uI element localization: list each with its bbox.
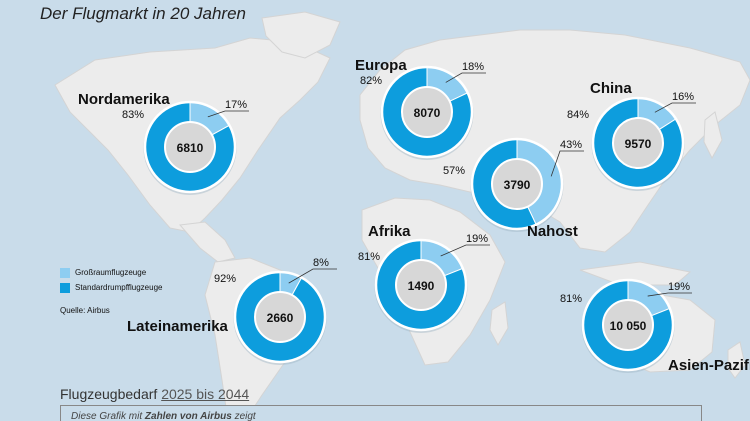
source-note: Quelle: Airbus <box>60 306 110 315</box>
widebody-pct-lateinamerika: 8% <box>313 257 329 269</box>
leader-line-widebody-nahost <box>550 150 584 177</box>
footer-box: Diese Grafik mit Zahlen von Airbus zeigt <box>60 405 702 421</box>
donut-rim-china <box>591 96 685 190</box>
legend-swatch-narrowbody <box>60 282 70 293</box>
footer-note: Diese Grafik mit Zahlen von Airbus zeigt <box>71 411 256 421</box>
leader-line-widebody-china <box>654 102 696 113</box>
donut-rim-europa <box>380 65 474 159</box>
footer-note-emphasis: Zahlen von Airbus <box>144 411 232 421</box>
leader-line-widebody-asien-pazifik <box>647 292 692 297</box>
donut-center-nahost <box>491 158 543 210</box>
legend-item-widebody: Großraumflugzeuge <box>60 265 162 280</box>
widebody-pct-europa: 18% <box>462 61 484 73</box>
total-label-china: 9570 <box>625 137 652 151</box>
widebody-pct-nahost: 43% <box>560 139 582 151</box>
footer-note-start: Diese Grafik mit <box>71 411 143 421</box>
region-label-nordamerika: Nordamerika <box>78 91 170 108</box>
donut-center-lateinamerika <box>254 291 306 343</box>
narrowbody-pct-afrika: 81% <box>358 251 380 263</box>
donut-rim-lateinamerika <box>233 270 327 364</box>
narrowbody-pct-china: 84% <box>567 109 589 121</box>
region-label-nahost: Nahost <box>527 223 578 240</box>
widebody-pct-asien-pazifik: 19% <box>668 281 690 293</box>
donut-center-afrika <box>395 259 447 311</box>
donut-lateinamerika: 2660 8% 92% <box>214 257 337 365</box>
widebody-pct-nordamerika: 17% <box>225 99 247 111</box>
footer-note-end: zeigt <box>234 411 256 421</box>
donut-china: 9570 16% 84% <box>567 91 696 191</box>
footer-heading: Flugzeugbedarf 2025 bis 2044 <box>60 386 249 402</box>
donut-rim-afrika <box>374 238 468 332</box>
donut-center-nordamerika <box>164 121 216 173</box>
legend-swatch-widebody <box>60 267 70 278</box>
narrowbody-pct-asien-pazifik: 81% <box>560 293 582 305</box>
region-label-lateinamerika: Lateinamerika <box>127 318 228 335</box>
region-label-europa: Europa <box>355 57 407 74</box>
landmass-japan <box>703 111 723 160</box>
narrowbody-pct-nordamerika: 83% <box>122 109 144 121</box>
landmass-central-america <box>179 221 236 263</box>
donut-rim-asien-pazifik <box>581 278 675 372</box>
region-label-afrika: Afrika <box>368 223 411 240</box>
widebody-pct-afrika: 19% <box>466 233 488 245</box>
narrowbody-pct-europa: 82% <box>360 75 382 87</box>
donut-nahost: 3790 43% 57% <box>443 137 584 232</box>
legend: Großraumflugzeuge Standardrumpfflugzeuge <box>60 265 162 295</box>
donut-afrika: 1490 19% 81% <box>358 233 490 333</box>
donut-center-china <box>612 117 664 169</box>
donut-center-asien-pazifik <box>602 299 654 351</box>
total-label-nordamerika: 6810 <box>177 141 204 155</box>
total-label-afrika: 1490 <box>408 279 435 293</box>
donut-rim-nordamerika <box>143 100 237 194</box>
donut-europa: 8070 18% 82% <box>360 61 486 160</box>
total-label-asien-pazifik: 10 050 <box>610 319 647 333</box>
total-label-nahost: 3790 <box>504 178 531 192</box>
donut-rim-nahost <box>470 137 564 231</box>
narrowbody-pct-nahost: 57% <box>443 165 465 177</box>
widebody-pct-china: 16% <box>672 91 694 103</box>
leader-line-widebody-europa <box>445 72 486 83</box>
donut-asien-pazifik: 10 050 19% 81% <box>560 278 692 373</box>
total-label-lateinamerika: 2660 <box>267 311 294 325</box>
landmass-new-zealand <box>727 341 746 379</box>
donut-center-europa <box>401 86 453 138</box>
footer-years: 2025 bis 2044 <box>161 386 250 402</box>
leader-line-widebody-nordamerika <box>207 110 249 118</box>
chart-title: Der Flugmarkt in 20 Jahren <box>40 4 246 23</box>
leader-line-widebody-lateinamerika <box>288 268 337 284</box>
footer-title: Flugzeugbedarf <box>60 386 158 402</box>
leader-line-widebody-afrika <box>440 244 490 257</box>
landmass-madagascar <box>489 301 509 347</box>
narrowbody-pct-lateinamerika: 92% <box>214 273 236 285</box>
donut-nordamerika: 6810 17% 83% <box>122 99 249 195</box>
legend-item-narrowbody: Standardrumpfflugzeuge <box>60 280 162 295</box>
legend-label-narrowbody: Standardrumpfflugzeuge <box>75 283 163 292</box>
legend-label-widebody: Großraumflugzeuge <box>75 268 147 277</box>
total-label-europa: 8070 <box>414 106 441 120</box>
landmass-greenland <box>261 11 341 59</box>
region-label-china: China <box>590 80 632 97</box>
region-label-asien-pazifik: Asien-Pazifik <box>668 357 750 374</box>
